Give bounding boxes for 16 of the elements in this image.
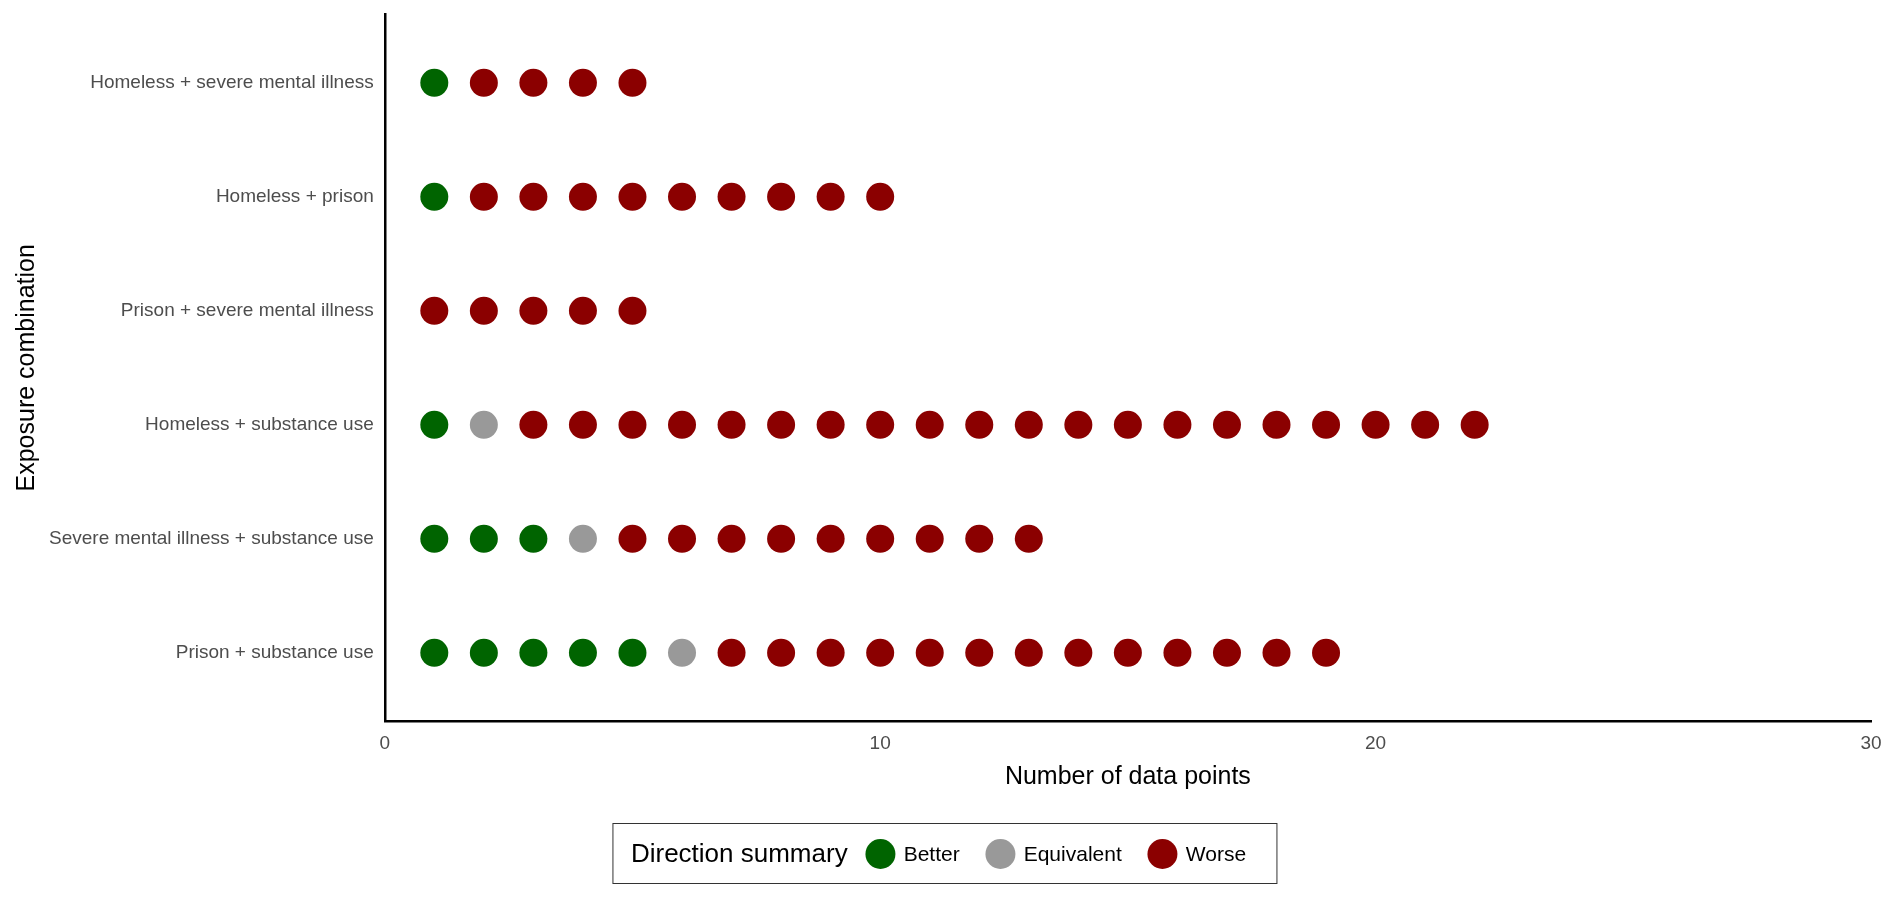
legend-label: Better: [902, 840, 960, 867]
legend-label: Equivalent: [1022, 840, 1122, 867]
y-tick-label: Homeless + prison: [215, 185, 374, 207]
x-tick-label: 20: [1365, 731, 1387, 753]
y-tick-label: Homeless + severe mental illness: [90, 71, 374, 93]
y-tick-label: Severe mental illness + substance use: [49, 527, 374, 549]
x-tick-label: 30: [1860, 731, 1882, 753]
y-tick-label: Prison + substance use: [175, 641, 374, 663]
y-tick-label: Homeless + substance use: [145, 413, 374, 435]
y-tick-label: Prison + severe mental illness: [120, 299, 374, 321]
legend-title: Direction summary: [630, 838, 848, 869]
y-axis-title: Exposure combination: [10, 244, 39, 492]
x-tick-label: 10: [869, 731, 891, 753]
x-axis-title: Number of data points: [1004, 760, 1251, 789]
legend-label: Worse: [1184, 840, 1247, 867]
x-tick-label: 0: [379, 731, 391, 753]
